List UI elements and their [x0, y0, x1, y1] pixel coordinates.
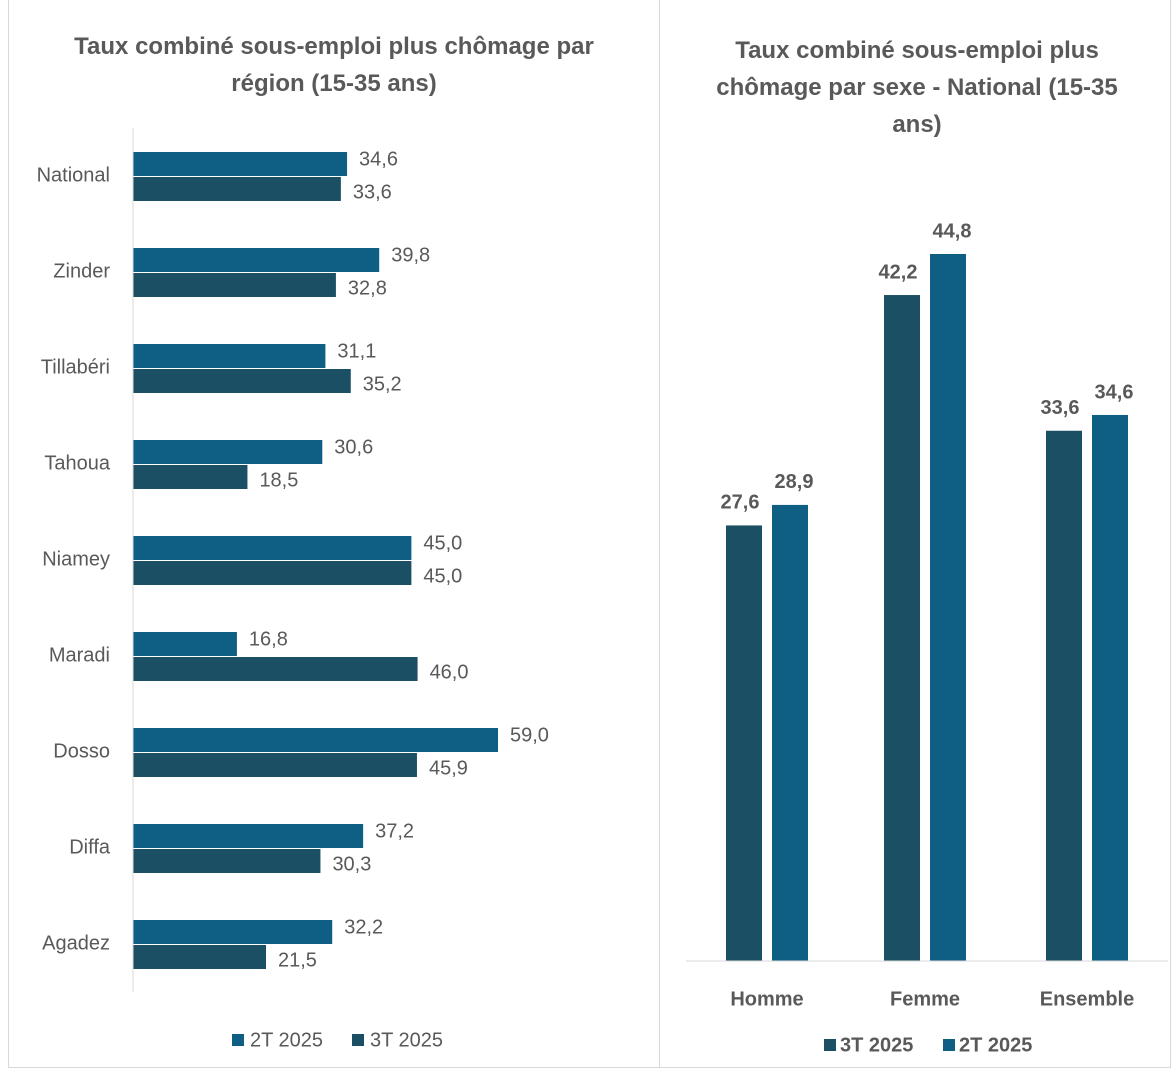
y-tick-label: Zinder [53, 260, 110, 282]
bar [133, 632, 237, 656]
bar [133, 753, 417, 777]
value-label: 59,0 [510, 724, 549, 746]
bar [930, 254, 966, 961]
value-label: 45,0 [423, 565, 462, 587]
bar [133, 273, 336, 297]
bar [133, 945, 267, 969]
bar [1092, 414, 1128, 961]
value-label: 46,0 [430, 661, 469, 683]
bar [133, 920, 333, 944]
bar [133, 177, 341, 201]
chart-title: Taux combiné sous-emploi plus chômage pa… [74, 33, 594, 97]
legend-swatch [232, 1034, 244, 1046]
value-label: 33,6 [1041, 397, 1080, 419]
bar [133, 657, 418, 681]
value-label: 21,5 [278, 949, 317, 971]
legend-swatch [352, 1034, 364, 1046]
value-label: 16,8 [249, 628, 288, 650]
legend-label: 2T 2025 [250, 1029, 323, 1051]
bar [133, 728, 498, 752]
bar [133, 344, 326, 368]
value-label: 30,3 [332, 853, 371, 875]
value-label: 45,9 [429, 757, 468, 779]
value-label: 34,6 [1095, 381, 1134, 403]
value-label: 31,1 [337, 340, 376, 362]
bar [1046, 430, 1082, 961]
value-label: 39,8 [391, 244, 430, 266]
value-label: 32,2 [344, 916, 383, 938]
value-label: 27,6 [721, 492, 760, 514]
bar [133, 849, 321, 873]
value-label: 42,2 [879, 261, 918, 283]
y-tick-label: Diffa [69, 836, 111, 858]
y-tick-label: Niamey [42, 548, 110, 570]
bar [133, 369, 351, 393]
value-label: 30,6 [334, 436, 373, 458]
value-label: 35,2 [363, 373, 402, 395]
legend-swatch [824, 1039, 836, 1051]
value-label: 18,5 [259, 469, 298, 491]
legend-swatch [943, 1039, 955, 1051]
bar [133, 248, 380, 272]
y-tick-label: Agadez [42, 932, 110, 954]
bar [133, 152, 348, 176]
y-tick-label: National [37, 164, 110, 186]
x-tick-label: Femme [890, 988, 960, 1010]
value-label: 37,2 [375, 820, 414, 842]
y-tick-label: Maradi [49, 644, 110, 666]
y-tick-label: Tahoua [44, 452, 110, 474]
bar [133, 465, 248, 489]
bar [133, 824, 364, 848]
x-tick-label: Homme [730, 988, 803, 1010]
value-label: 28,9 [775, 471, 814, 493]
bar [133, 536, 412, 560]
y-tick-label: Tillabéri [41, 356, 110, 378]
value-label: 44,8 [933, 220, 972, 242]
legend-label: 3T 2025 [840, 1034, 913, 1056]
bar [133, 561, 412, 585]
bar [726, 525, 762, 961]
bar [133, 440, 323, 464]
x-tick-label: Ensemble [1040, 988, 1134, 1010]
bar [884, 295, 920, 961]
value-label: 32,8 [348, 277, 387, 299]
value-label: 45,0 [423, 532, 462, 554]
legend-label: 3T 2025 [370, 1029, 443, 1051]
y-tick-label: Dosso [53, 740, 110, 762]
legend-label: 2T 2025 [959, 1034, 1032, 1056]
value-label: 33,6 [353, 181, 392, 203]
bar [772, 504, 808, 961]
value-label: 34,6 [359, 148, 398, 170]
panel-right [659, 0, 1171, 1068]
chart-title: Taux combiné sous-emploi plus chômage pa… [716, 37, 1118, 138]
